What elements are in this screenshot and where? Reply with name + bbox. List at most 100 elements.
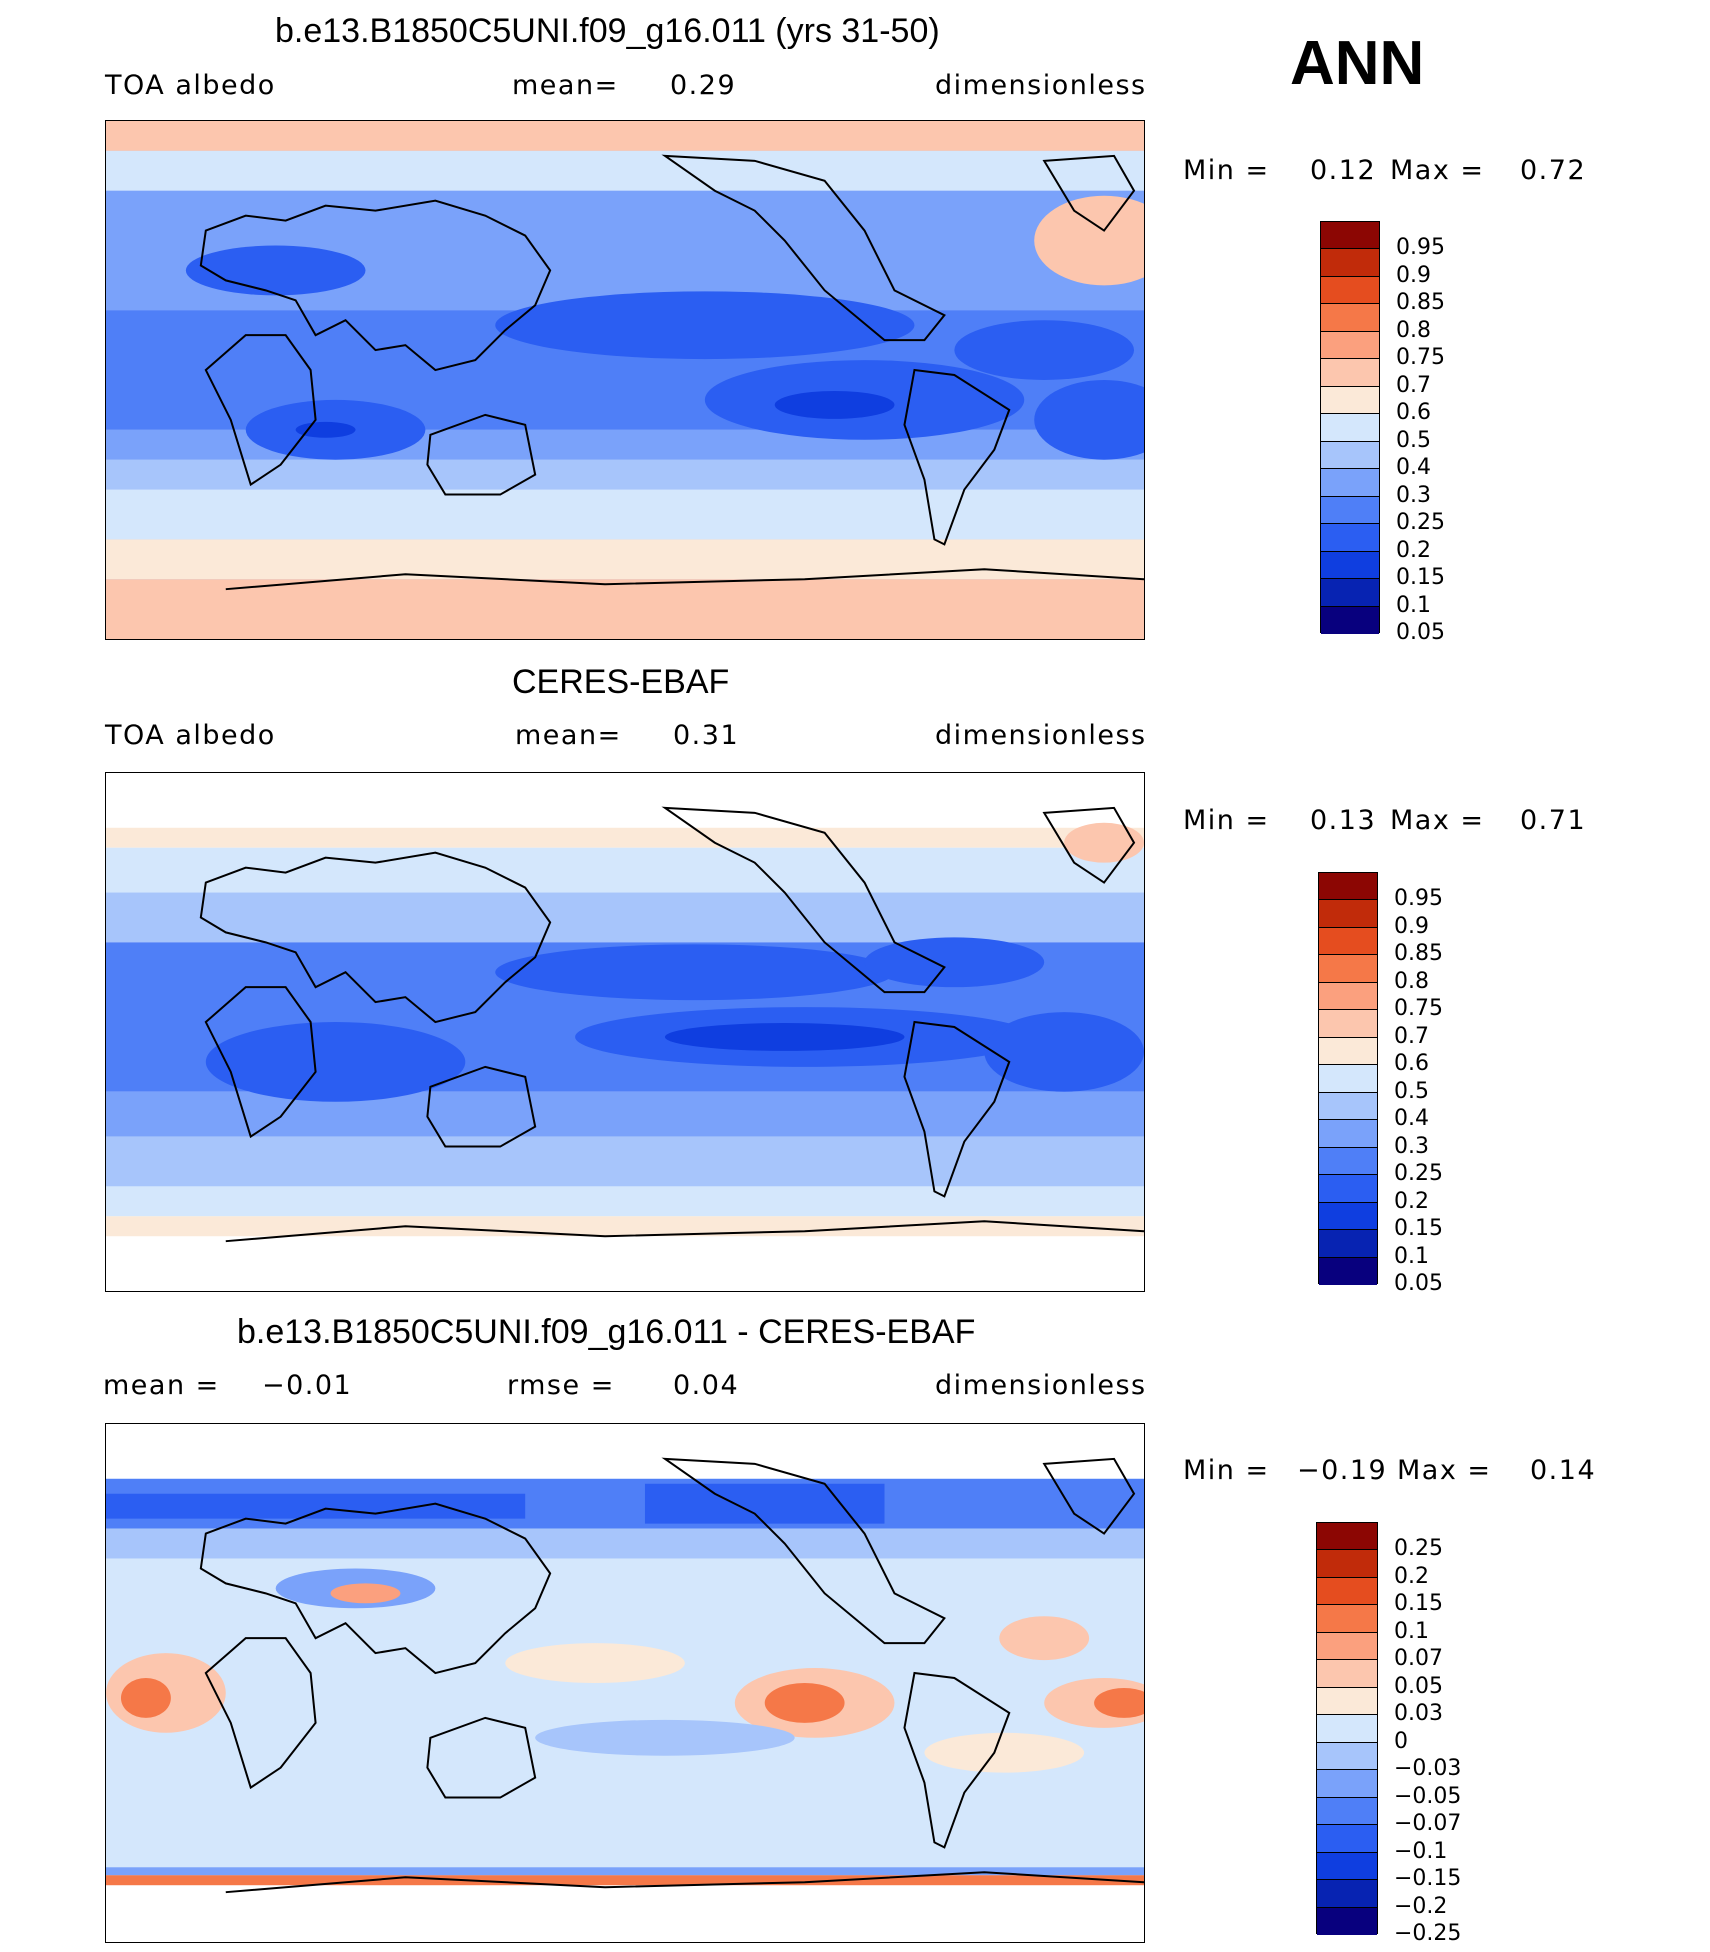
max-value-model: 0.72 [1520,155,1587,186]
colorbar-swatch [1319,1092,1377,1121]
colorbar-tick-label: 0.15 [1394,1591,1443,1617]
colorbar-tick-label: 0 [1394,1728,1408,1754]
colorbar-swatch [1321,579,1379,607]
units-label-diff: dimensionless [935,1370,1147,1401]
colorbar-tick-label: 0.25 [1396,510,1445,536]
panel-title-model: b.e13.B1850C5UNI.f09_g16.011 (yrs 31-50) [275,12,940,50]
colorbar-swatch [1319,1120,1377,1148]
colorbar-swatch [1319,1065,1377,1093]
colorbar-tick-label: 0.05 [1394,1271,1443,1296]
colorbar-tick-label: −0.15 [1394,1866,1462,1892]
min-label-diff: Min = [1183,1455,1270,1486]
colorbar-tick-label: 0.85 [1394,941,1443,967]
colorbar-swatch [1321,276,1379,305]
colorbar-swatch [1321,441,1379,470]
mean-value-model: 0.29 [670,70,737,101]
colorbar-swatch [1317,1523,1377,1551]
colorbar-tick-label: 0.07 [1394,1646,1443,1672]
colorbar-swatch [1319,1037,1377,1066]
max-label-obs: Max = [1390,805,1485,836]
colorbar-tick-label: 0.4 [1394,1106,1429,1132]
colorbar-swatch [1317,1605,1377,1633]
colorbar-swatch [1321,222,1379,250]
min-label-model: Min = [1183,155,1270,186]
colorbar-swatch [1321,606,1379,634]
colorbar-swatch [1319,927,1377,956]
colorbar-swatch [1321,524,1379,552]
max-value-diff: 0.14 [1530,1455,1597,1486]
map-diff [105,1423,1145,1943]
colorbar-swatch [1317,1660,1377,1688]
units-label-obs: dimensionless [935,720,1147,751]
colorbar-swatch [1321,414,1379,442]
season-label: ANN [1290,29,1425,98]
units-label-model: dimensionless [935,70,1147,101]
colorbar-tick-label: 0.03 [1394,1701,1443,1727]
colorbar-tick-label: 0.4 [1396,455,1431,481]
colorbar-swatch [1317,1632,1377,1661]
colorbar-swatch [1317,1907,1377,1935]
colorbar-swatch [1317,1577,1377,1606]
colorbar-swatch [1317,1880,1377,1908]
colorbar-swatch [1319,1257,1377,1285]
colorbar-swatch [1319,873,1377,901]
mean-label-obs: mean= [515,720,622,751]
colorbar-swatch [1319,1175,1377,1203]
min-value-diff: −0.19 [1297,1455,1388,1486]
colorbar-swatch [1321,249,1379,277]
colorbar-tick-label: 0.1 [1394,1243,1429,1269]
mean-label-model: mean= [512,70,619,101]
colorbar-tick-label: 0.2 [1394,1563,1429,1589]
colorbar-tick-label: −0.07 [1394,1811,1462,1837]
colorbar-tick-label: 0.05 [1394,1673,1443,1699]
colorbar-swatch [1319,1010,1377,1038]
colorbar-tick-label: 0.3 [1396,482,1431,508]
panel-title-diff: b.e13.B1850C5UNI.f09_g16.011 - CERES-EBA… [237,1313,976,1351]
colorbar-tick-label: 0.3 [1394,1133,1429,1159]
variable-label-model: TOA albedo [105,70,276,101]
colorbar-tick-label: −0.25 [1394,1921,1462,1946]
colorbar-tick-label: 0.8 [1394,968,1429,994]
colorbar-swatch [1317,1687,1377,1716]
colorbar-tick-label: 0.5 [1394,1078,1429,1104]
min-value-obs: 0.13 [1310,805,1377,836]
colorbar-tick-label: 0.9 [1396,262,1431,288]
map-obs [105,772,1145,1292]
rmse-value-diff: 0.04 [673,1370,740,1401]
min-value-model: 0.12 [1310,155,1377,186]
colorbar-swatch [1321,551,1379,580]
max-label-model: Max = [1390,155,1485,186]
colorbar-swatch [1319,900,1377,928]
map-model [105,120,1145,640]
colorbar-swatch [1319,1147,1377,1176]
colorbar-tick-label: 0.15 [1396,565,1445,591]
colorbar-tick-label: 0.95 [1396,235,1445,261]
colorbar-tick-label: 0.5 [1396,427,1431,453]
colorbar-tick-label: 0.25 [1394,1536,1443,1562]
colorbar-swatch [1317,1770,1377,1798]
colorbar-tick-label: 0.75 [1396,345,1445,371]
colorbar-tick-label: 0.95 [1394,886,1443,912]
colorbar-swatch [1317,1825,1377,1853]
mean-label-diff: mean = [103,1370,220,1401]
colorbar-swatch [1321,359,1379,387]
colorbar-tick-label: 0.75 [1394,996,1443,1022]
colorbar-tick-label: 0.2 [1396,537,1431,563]
colorbar-swatch [1319,955,1377,983]
colorbar-tick-label: 0.85 [1396,290,1445,316]
colorbar-tick-label: 0.05 [1396,620,1445,645]
colorbar-swatch [1321,331,1379,360]
colorbar-swatch [1321,304,1379,332]
colorbar-diff [1316,1522,1378,1935]
colorbar-swatch [1321,386,1379,415]
colorbar-tick-label: −0.03 [1394,1756,1462,1782]
colorbar-tick-label: −0.05 [1394,1783,1462,1809]
colorbar-swatch [1319,982,1377,1011]
colorbar-tick-label: 0.2 [1394,1188,1429,1214]
colorbar-tick-label: 0.9 [1394,913,1429,939]
colorbar-swatch [1317,1797,1377,1826]
colorbar-model [1320,221,1380,634]
colorbar-tick-label: 0.6 [1396,400,1431,426]
colorbar-tick-label: 0.8 [1396,317,1431,343]
colorbar-tick-label: 0.15 [1394,1216,1443,1242]
